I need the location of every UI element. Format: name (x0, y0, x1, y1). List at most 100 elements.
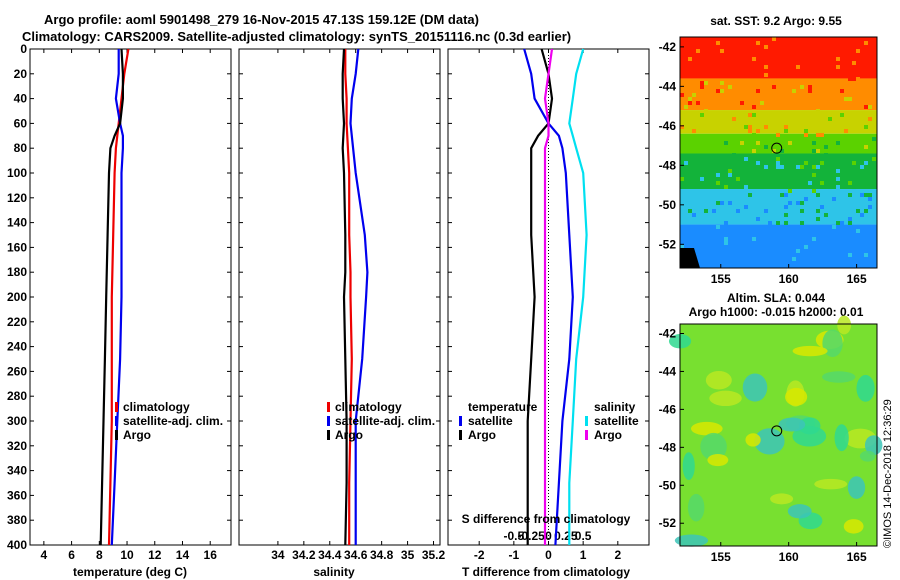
sst-pixel (872, 137, 876, 141)
sal-legend-argo-swatch (327, 430, 330, 440)
lat-tick-label: -48 (659, 158, 677, 172)
x-tick-label: 34.4 (318, 548, 342, 562)
sst-pixel (836, 65, 840, 69)
sst-pixel (804, 133, 808, 137)
sla-map-subtitle: Argo h1000: -0.015 h2000: 0.01 (689, 305, 864, 319)
sst-pixel (796, 201, 800, 205)
sst-pixel (768, 37, 772, 41)
sst-pixel (852, 73, 856, 77)
sst-pixel (816, 165, 820, 169)
sst-pixel (812, 173, 816, 177)
sla-blob (822, 371, 856, 383)
sst-pixel (820, 205, 824, 209)
sla-blob (834, 424, 849, 452)
sst-pixel (724, 237, 728, 241)
sst-pixel (800, 221, 804, 225)
depth-tick-label: 360 (7, 488, 27, 502)
sst-pixel (752, 133, 756, 137)
sst-pixel (780, 149, 784, 153)
sst-pixel (752, 237, 756, 241)
sst-pixel (752, 113, 756, 117)
sst-pixel (764, 45, 768, 49)
sst-pixel (756, 89, 760, 93)
sst-pixel (812, 141, 816, 145)
sst-pixel (864, 253, 868, 257)
sst-pixel (860, 193, 864, 197)
sst-pixel (716, 225, 720, 229)
sst-pixel (796, 57, 800, 61)
difference-xlabel: T difference from climatology (462, 565, 630, 579)
sst-pixel (804, 197, 808, 201)
depth-tick-label: 140 (7, 216, 27, 230)
sst-pixel (788, 141, 792, 145)
sst-pixel (732, 117, 736, 121)
sst-pixel (836, 169, 840, 173)
sst-pixel (708, 245, 712, 249)
sst-pixel (816, 257, 820, 261)
sst-pixel (864, 209, 868, 213)
sla-blob (700, 432, 727, 461)
sst-pixel (848, 61, 852, 65)
sst-pixel (752, 149, 756, 153)
sla-blob (837, 315, 852, 335)
x-tick-label: -2 (474, 548, 485, 562)
sst-pixel (784, 205, 788, 209)
depth-tick-label: 320 (7, 439, 27, 453)
diff-legend-tsat-swatch (459, 416, 462, 426)
sst-pixel (724, 185, 728, 189)
sst-pixel (788, 201, 792, 205)
sla-blob (864, 435, 883, 456)
sst-pixel (680, 177, 684, 181)
sst-pixel (700, 53, 704, 57)
sst-band (680, 224, 877, 268)
sst-pixel (764, 145, 768, 149)
sst-pixel (752, 57, 756, 61)
sst-pixel (748, 129, 752, 133)
sst-pixel (800, 201, 804, 205)
sst-pixel (688, 97, 692, 101)
sst-pixel (704, 209, 708, 213)
series-line-temperature-argo (526, 48, 554, 545)
series-line-satellite-adj-clim- (349, 48, 369, 545)
sst-pixel (728, 229, 732, 233)
sst-pixel (692, 213, 696, 217)
sst-pixel (820, 181, 824, 185)
sst-pixel (844, 97, 848, 101)
diff-legend-targo-swatch (459, 430, 462, 440)
salinity-lines (341, 48, 369, 546)
lat-tick-label: -50 (659, 198, 677, 212)
sst-band (680, 189, 877, 225)
series-line-salinity-argo (543, 48, 554, 545)
depth-tick-label: 280 (7, 389, 27, 403)
x-tick-label: 1 (580, 548, 587, 562)
sst-pixel (764, 229, 768, 233)
sst-pixel (868, 117, 872, 121)
x-tick-label: 4 (41, 548, 48, 562)
sst-pixel (856, 209, 860, 213)
sst-pixel (708, 49, 712, 53)
sst-pixel (712, 209, 716, 213)
sst-pixel (760, 57, 764, 61)
sst-pixel (688, 209, 692, 213)
diff-legend-ssatellite: satellite (594, 414, 639, 428)
sst-pixel (700, 245, 704, 249)
temperature-ticks: 0 20 40 60 80 100 120 140 160 180 200 220 240 260 280 3… (7, 42, 231, 562)
sla-blob (754, 428, 785, 455)
sst-pixel (840, 45, 844, 49)
sst-pixel (848, 77, 852, 81)
sst-pixel (852, 237, 856, 241)
lon-tick-label: 155 (711, 272, 731, 286)
sst-pixel (740, 101, 744, 105)
depth-tick-label: 0 (20, 42, 27, 56)
x-tick-label: 0 (545, 548, 552, 562)
sst-pixel (816, 209, 820, 213)
sst-pixel (744, 205, 748, 209)
lat-tick-label: -50 (659, 478, 677, 492)
diff-legend-temperature: temperature (468, 400, 538, 414)
sst-pixel (860, 37, 864, 41)
sst-pixel (800, 69, 804, 73)
sst-pixel (784, 125, 788, 129)
sst-pixel (852, 77, 856, 81)
sst-pixel (836, 141, 840, 145)
sst-pixel (792, 241, 796, 245)
